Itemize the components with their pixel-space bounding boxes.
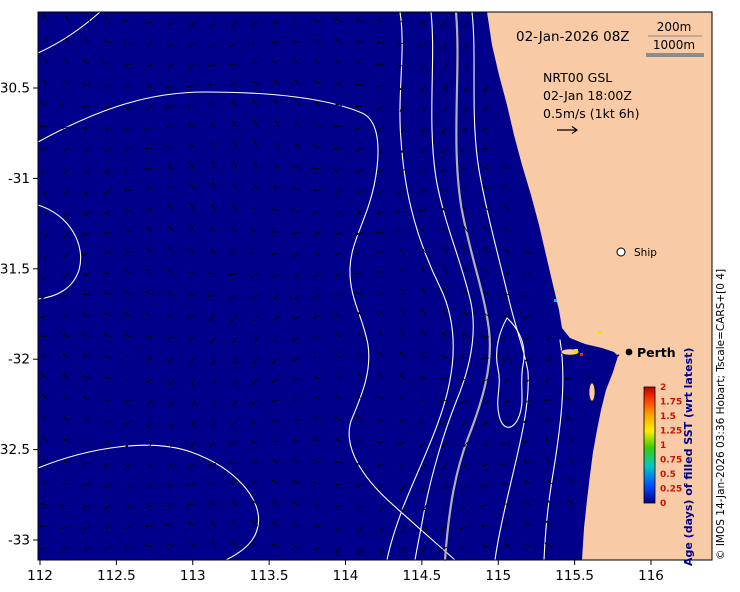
contour-line xyxy=(37,444,260,561)
plot-border xyxy=(37,11,713,561)
land-area xyxy=(487,12,712,560)
y-tick-label: -32.5 xyxy=(0,442,30,458)
depth-1000-label: 1000m xyxy=(653,38,695,52)
colorbar-tick-label: 1.5 xyxy=(660,412,676,422)
x-tick-label: 113.5 xyxy=(250,568,289,584)
colorbar: 2 1.75 1.5 1.25 1 0.75 0.5 0.25 0 Age (days) of … xyxy=(643,348,695,566)
colorbar-tick-label: 2 xyxy=(660,383,666,393)
x-tick-label: 116 xyxy=(638,568,664,584)
scale-arrow-icon xyxy=(557,126,579,134)
contour-line xyxy=(37,91,456,561)
island-garden xyxy=(588,382,596,402)
y-tick-label: -31.5 xyxy=(0,261,30,277)
x-tick-label: 114 xyxy=(333,568,359,584)
contour-line xyxy=(37,204,82,300)
colorbar-tick-label: 0.25 xyxy=(660,485,682,495)
colorbar-title: Age (days) of filled SST (wrt latest) xyxy=(682,348,695,566)
valid-time: 02-Jan 18:00Z xyxy=(543,88,632,103)
x-tick-label: 114.5 xyxy=(403,568,442,584)
swan-river xyxy=(589,354,620,362)
contour-line xyxy=(543,339,564,561)
contour-line xyxy=(471,11,529,561)
colorbar-tick-label: 1 xyxy=(660,441,666,451)
colorbar-tick-label: 1.75 xyxy=(660,398,682,408)
colorbar-gradient xyxy=(643,386,656,504)
model-annotation: NRT00 GSL 02-Jan 18:00Z 0.5m/s (1kt 6h) xyxy=(543,70,639,134)
colorbar-tick-label: 1.25 xyxy=(660,427,682,437)
current-vectors-path xyxy=(39,14,595,555)
contour-line xyxy=(496,317,525,428)
ship-marker: Ship xyxy=(616,247,657,259)
x-tick-label: 115 xyxy=(485,568,511,584)
colorbar-ticks: 2 1.75 1.5 1.25 1 0.75 0.5 0.25 0 xyxy=(660,383,682,509)
credit-text: © IMOS 14-Jan-2026 03:36 Hobart; Tscale=… xyxy=(715,269,727,560)
vector-scale: 0.5m/s (1kt 6h) xyxy=(543,106,639,121)
contour-line xyxy=(414,11,474,561)
contour-line-1000m xyxy=(443,10,491,562)
sst-age-pixels xyxy=(554,299,602,356)
y-tick-label: -31 xyxy=(8,171,30,187)
x-axis: 112 112.5 113 113.5 114 114.5 115 115.5 116 xyxy=(27,560,664,584)
x-tick-label: 113 xyxy=(180,568,206,584)
colorbar-tick-label: 0.75 xyxy=(660,456,682,466)
y-axis: -30.5 -31 -31.5 -32 -32.5 -33 xyxy=(0,81,38,549)
x-tick-label: 115.5 xyxy=(555,568,594,584)
y-tick-label: -30.5 xyxy=(0,81,30,97)
contour-line xyxy=(37,11,101,54)
colorbar-tick-label: 0.5 xyxy=(660,470,676,480)
contour-line xyxy=(386,11,454,561)
current-vector-field xyxy=(39,14,595,555)
ship-label: Ship xyxy=(634,247,657,259)
depth-200-label: 200m xyxy=(657,20,692,34)
model-name: NRT00 GSL xyxy=(543,70,612,85)
ship-icon xyxy=(616,247,626,257)
y-tick-label: -33 xyxy=(8,533,30,549)
city-dot-icon xyxy=(625,348,633,356)
y-tick-label: -32 xyxy=(8,352,30,368)
x-tick-label: 112.5 xyxy=(97,568,136,584)
x-tick-label: 112 xyxy=(27,568,53,584)
city-marker-perth: Perth xyxy=(625,345,676,360)
depth-legend: 200m 1000m xyxy=(646,20,704,57)
timestamp-label: 02-Jan-2026 08Z xyxy=(516,29,630,45)
colorbar-tick-label: 0 xyxy=(660,499,666,509)
city-label: Perth xyxy=(637,345,676,360)
bathymetry-contours xyxy=(37,10,564,562)
